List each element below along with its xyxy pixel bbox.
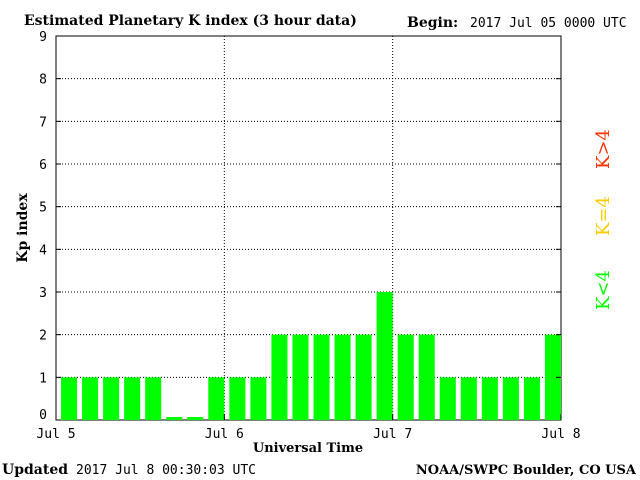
- bar-8: [229, 377, 246, 420]
- y-tick-label: 9: [39, 30, 47, 45]
- bar-18: [439, 377, 456, 420]
- bar-7: [208, 377, 225, 420]
- bar-9: [250, 377, 267, 420]
- bar-22: [523, 377, 540, 420]
- bar-14: [355, 334, 372, 420]
- updated-value: 2017 Jul 8 00:30:03 UTC: [76, 463, 256, 478]
- bar-23: [544, 334, 561, 420]
- bar-20: [481, 377, 498, 420]
- bars: [61, 292, 561, 420]
- bar-11: [292, 334, 309, 420]
- y-tick-label: 7: [39, 115, 47, 130]
- x-tick-label: Jul 8: [541, 427, 580, 442]
- bar-1: [82, 377, 99, 420]
- y-tick-label: 1: [39, 371, 47, 386]
- x-axis-label: Universal Time: [253, 441, 363, 456]
- x-tick-label: Jul 7: [373, 427, 412, 442]
- y-tick-label: 2: [39, 329, 47, 344]
- y-tick-label: 6: [39, 158, 47, 173]
- updated-label: Updated: [2, 462, 68, 478]
- source-credit: NOAA/SWPC Boulder, CO USA: [416, 463, 637, 478]
- bar-5: [166, 417, 183, 420]
- y-tick-label: 5: [39, 201, 47, 216]
- y-tick-label: 3: [39, 286, 47, 301]
- bar-17: [418, 334, 435, 420]
- bar-6: [187, 417, 204, 420]
- begin-label: Begin:: [407, 15, 458, 31]
- bar-4: [145, 377, 162, 420]
- begin-value: 2017 Jul 05 0000 UTC: [470, 16, 627, 31]
- y-axis-label: Kp index: [15, 193, 31, 263]
- chart-title: Estimated Planetary K index (3 hour data…: [24, 13, 357, 29]
- legend-mid: K=4: [593, 196, 614, 236]
- y-tick-label: 0: [39, 408, 47, 423]
- legend-low: K<4: [593, 270, 614, 310]
- x-tick-label: Jul 6: [205, 427, 244, 442]
- bar-15: [376, 292, 393, 420]
- bar-3: [124, 377, 141, 420]
- bar-10: [271, 334, 288, 420]
- y-tick-labels: 0 1 2 3 4 5 6 7 8 9: [39, 30, 561, 423]
- bar-19: [460, 377, 477, 420]
- grid-lines: [56, 35, 561, 420]
- bar-16: [397, 334, 414, 420]
- y-tick-label: 4: [39, 243, 47, 258]
- bar-0: [61, 377, 78, 420]
- bar-21: [502, 377, 519, 420]
- legend-high: K>4: [593, 129, 614, 169]
- bar-12: [313, 334, 330, 420]
- x-tick-labels: Jul 5 Jul 6 Jul 7 Jul 8: [36, 414, 581, 442]
- x-tick-label: Jul 5: [36, 427, 75, 442]
- y-tick-label: 8: [39, 73, 47, 88]
- bar-13: [334, 334, 351, 420]
- bar-2: [103, 377, 120, 420]
